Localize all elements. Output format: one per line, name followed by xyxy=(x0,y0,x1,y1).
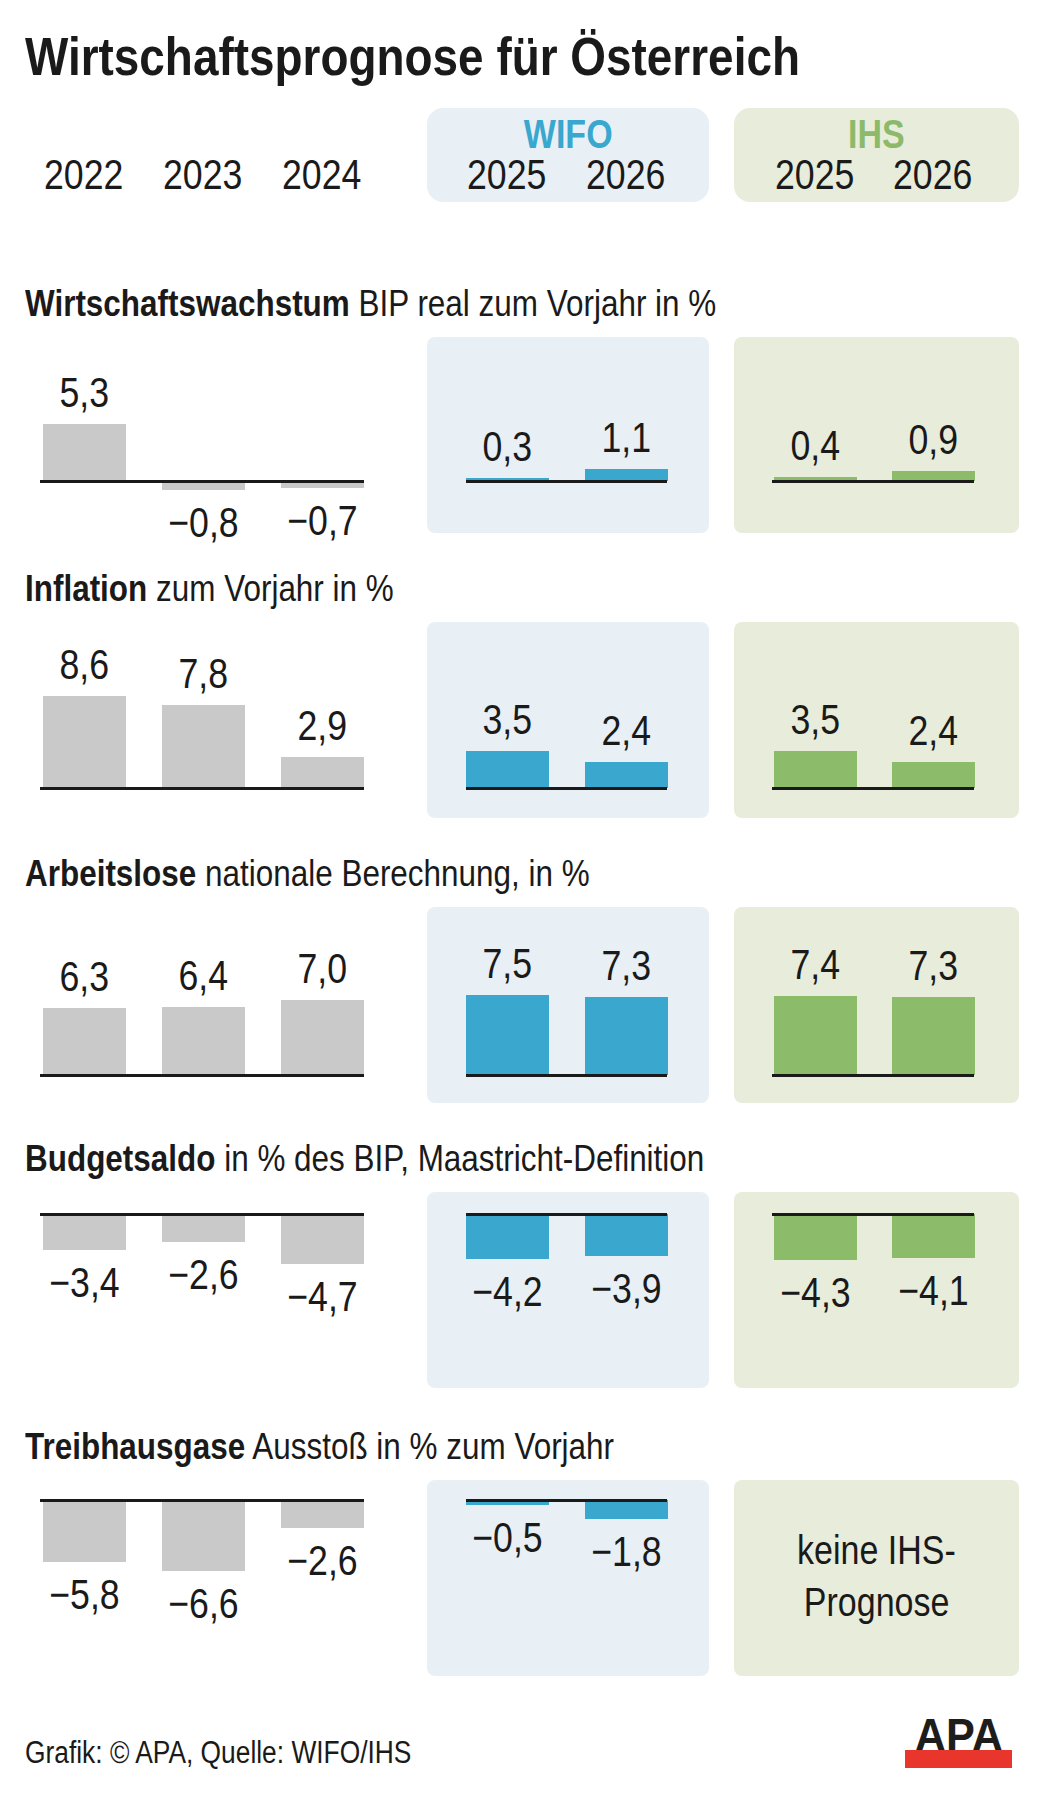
bar-value-label-historisch-s5-2: −2,6 xyxy=(242,1538,402,1584)
bar-historisch-s2-2 xyxy=(281,757,364,788)
bar-historisch-s4-1 xyxy=(162,1214,245,1242)
apa-logo: APA xyxy=(905,1714,1012,1768)
credit-line: Grafik: © APA, Quelle: WIFO/IHS xyxy=(25,1734,480,1772)
bar-value-label-wifo-s3-1: 7,3 xyxy=(546,943,706,989)
axis-baseline-ihs-s4 xyxy=(772,1213,974,1216)
bar-value-label-ihs-s2-1: 2,4 xyxy=(853,708,1013,754)
bar-wifo-s3-1 xyxy=(585,997,668,1075)
bar-ihs-s3-1 xyxy=(892,997,975,1075)
bar-historisch-s4-2 xyxy=(281,1214,364,1264)
bar-wifo-s2-1 xyxy=(585,762,668,788)
bar-wifo-s5-1 xyxy=(585,1500,668,1519)
axis-baseline-ihs-s3 xyxy=(772,1074,974,1077)
bar-value-label-historisch-s1-2: −0,7 xyxy=(242,498,402,544)
section-heading-budgetsaldo: Budgetsaldo in % des BIP, Maastricht-Def… xyxy=(25,1137,824,1181)
section-heading-wirtschaftswachstum: Wirtschaftswachstum BIP real zum Vorjahr… xyxy=(25,282,838,326)
ihs-institute-label: IHS xyxy=(776,112,976,156)
bar-value-label-ihs-s3-1: 7,3 xyxy=(853,943,1013,989)
wifo-institute-label: WIFO xyxy=(468,112,668,156)
axis-baseline-hist-s2 xyxy=(40,787,364,790)
no-forecast-note-line: keine IHS- xyxy=(734,1524,1019,1576)
no-forecast-note: keine IHS-Prognose xyxy=(734,1524,1019,1628)
bar-value-label-historisch-s3-2: 7,0 xyxy=(242,946,402,992)
bar-wifo-s3-0 xyxy=(466,995,549,1075)
year-label-ihs-2026: 2026 xyxy=(833,152,1033,198)
bar-ihs-s4-1 xyxy=(892,1214,975,1258)
bar-value-label-wifo-s5-1: −1,8 xyxy=(546,1529,706,1575)
axis-baseline-wifo-s1 xyxy=(466,480,667,483)
section-heading-treibhausgase: Treibhausgase Ausstoß in % zum Vorjahr xyxy=(25,1425,718,1469)
bar-historisch-s5-0 xyxy=(43,1500,126,1562)
bar-value-label-ihs-s1-1: 0,9 xyxy=(853,417,1013,463)
bar-value-label-wifo-s1-1: 1,1 xyxy=(546,415,706,461)
section-heading-inflation: Inflation zum Vorjahr in % xyxy=(25,567,459,611)
bar-value-label-historisch-s1-0: 5,3 xyxy=(4,370,164,416)
bar-value-label-historisch-s5-1: −6,6 xyxy=(123,1581,283,1627)
bar-historisch-s2-0 xyxy=(43,696,126,788)
bar-historisch-s5-2 xyxy=(281,1500,364,1528)
bar-wifo-s2-0 xyxy=(466,751,549,788)
bar-historisch-s2-1 xyxy=(162,705,245,788)
page-title: Wirtschaftsprognose für Österreich xyxy=(25,26,937,86)
axis-baseline-ihs-s1 xyxy=(772,480,974,483)
axis-baseline-wifo-s4 xyxy=(466,1213,667,1216)
axis-baseline-hist-s5 xyxy=(40,1499,364,1502)
axis-baseline-wifo-s5 xyxy=(466,1499,667,1502)
axis-baseline-hist-s1 xyxy=(40,480,364,483)
bar-historisch-s5-1 xyxy=(162,1500,245,1571)
bar-historisch-s3-2 xyxy=(281,1000,364,1075)
bar-wifo-s4-0 xyxy=(466,1214,549,1259)
bar-value-label-historisch-s2-1: 7,8 xyxy=(123,651,283,697)
infographic-canvas: Wirtschaftsprognose für Österreich WIFO … xyxy=(0,0,1039,1795)
bar-value-label-historisch-s4-2: −4,7 xyxy=(242,1274,402,1320)
axis-baseline-wifo-s2 xyxy=(466,787,667,790)
bar-ihs-s3-0 xyxy=(774,996,857,1075)
axis-baseline-wifo-s3 xyxy=(466,1074,667,1077)
bar-historisch-s3-0 xyxy=(43,1008,126,1075)
bar-ihs-s2-1 xyxy=(892,762,975,788)
bar-value-label-wifo-s4-1: −3,9 xyxy=(546,1266,706,1312)
bar-value-label-ihs-s4-1: −4,1 xyxy=(853,1268,1013,1314)
bar-ihs-s2-0 xyxy=(774,751,857,788)
no-forecast-note-line: Prognose xyxy=(734,1576,1019,1628)
axis-baseline-hist-s3 xyxy=(40,1074,364,1077)
axis-baseline-ihs-s2 xyxy=(772,787,974,790)
year-label-wifo-2026: 2026 xyxy=(526,152,726,198)
bar-historisch-s3-1 xyxy=(162,1007,245,1075)
axis-baseline-hist-s4 xyxy=(40,1213,364,1216)
bar-ihs-s4-0 xyxy=(774,1214,857,1260)
bar-historisch-s1-0 xyxy=(43,424,126,481)
bar-value-label-wifo-s2-1: 2,4 xyxy=(546,708,706,754)
year-label-2024: 2024 xyxy=(222,152,422,198)
bar-wifo-s4-1 xyxy=(585,1214,668,1256)
section-heading-arbeitslose: Arbeitslose nationale Berechnung, in % xyxy=(25,852,689,896)
bar-historisch-s4-0 xyxy=(43,1214,126,1250)
bar-value-label-historisch-s2-2: 2,9 xyxy=(242,703,402,749)
apa-logo-red-bar xyxy=(905,1750,1012,1768)
